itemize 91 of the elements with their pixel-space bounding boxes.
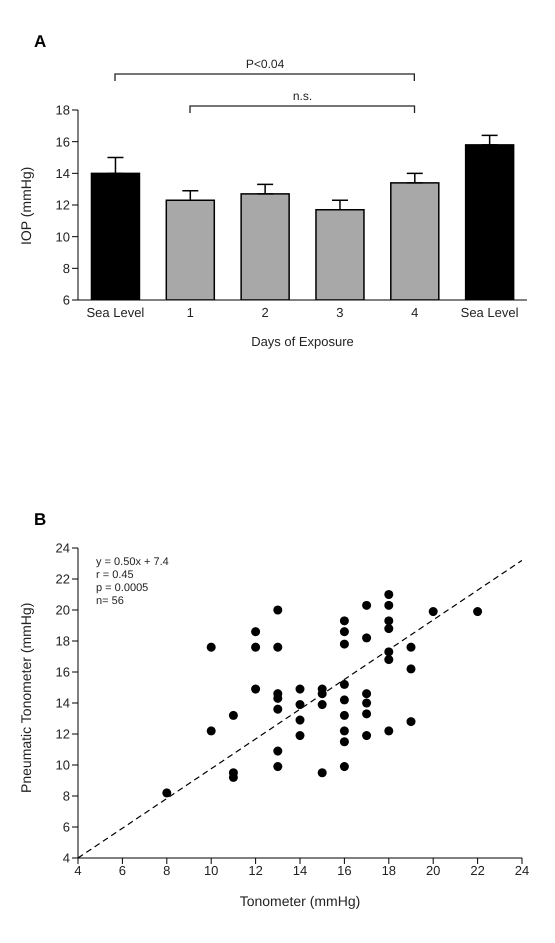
y-axis-title: IOP (mmHg): [18, 166, 34, 245]
point: [428, 607, 438, 616]
y-tick-label: 10: [56, 229, 70, 244]
y-tick-label: 6: [62, 820, 70, 835]
point: [251, 684, 260, 694]
point: [273, 642, 282, 652]
y-tick-label: 12: [56, 198, 70, 213]
point: [318, 768, 327, 778]
y-tick-label: 18: [56, 102, 70, 118]
x-tick-label: 3: [336, 305, 344, 320]
x-axis-title: Tonometer (mmHg): [240, 893, 360, 909]
y-tick-label: 20: [56, 602, 70, 618]
point: [362, 709, 372, 718]
y-tick-label: 24: [56, 540, 70, 556]
text: n.s.: [292, 89, 314, 103]
point: [362, 633, 372, 642]
point: [251, 627, 260, 636]
y-tick-label: 16: [56, 134, 70, 150]
point: [384, 655, 394, 664]
annotation: y = 0.50x + 7.4: [96, 556, 169, 569]
point: [384, 616, 394, 626]
x-tick-label: 4: [411, 305, 418, 320]
point: [406, 642, 416, 652]
point: [340, 616, 349, 626]
x-tick-label: 8: [163, 863, 170, 878]
point: [384, 726, 394, 736]
annotation: n= 56: [96, 595, 125, 608]
point: [318, 700, 327, 710]
point: [473, 607, 482, 616]
y-tick-label: 14: [56, 696, 70, 711]
point: [340, 680, 349, 689]
point: [406, 717, 416, 726]
x-tick-label: 2: [261, 305, 269, 320]
x-tick-label: 10: [204, 863, 218, 878]
point: [362, 689, 372, 698]
point: [340, 640, 349, 649]
point: [384, 590, 394, 600]
point: [295, 731, 305, 740]
x-tick-label: Sea Level: [86, 305, 144, 320]
point: [406, 664, 416, 674]
point: [273, 762, 282, 772]
chart-title: A: [34, 32, 46, 51]
y-tick-label: 22: [56, 572, 70, 587]
x-tick-label: Sea Level: [460, 305, 519, 320]
y-tick-label: 14: [56, 166, 70, 181]
x-tick-label: 4: [74, 863, 82, 878]
point: [362, 731, 372, 740]
x-tick-label: 6: [118, 863, 126, 878]
annotation: r = 0.45: [96, 569, 135, 582]
point: [273, 746, 282, 756]
point: [340, 762, 349, 772]
annotation: p = 0.0005: [96, 582, 150, 595]
point: [362, 698, 372, 708]
x-tick-label: 16: [337, 863, 352, 878]
y-tick-label: 12: [56, 726, 70, 742]
y-tick-label: 16: [56, 664, 70, 680]
point: [295, 716, 305, 725]
point: [251, 642, 260, 652]
point: [228, 710, 238, 720]
point: [362, 600, 372, 610]
point: [295, 700, 305, 710]
point: [295, 684, 305, 694]
point: [384, 624, 394, 634]
y-tick-label: 6: [62, 292, 70, 308]
x-tick-label: 22: [470, 863, 485, 878]
point: [273, 605, 282, 615]
y-tick-label: 4: [62, 850, 70, 866]
point: [162, 788, 172, 798]
x-tick-label: 1: [186, 305, 194, 320]
x-tick-label: 14: [292, 863, 308, 878]
chart-title: B: [33, 510, 48, 531]
x-axis-title: Days of Exposure: [251, 334, 354, 349]
point: [340, 695, 349, 704]
x-tick-label: 24: [514, 863, 530, 878]
y-tick-label: 8: [62, 260, 70, 276]
y-tick-label: 18: [56, 634, 70, 649]
point: [340, 737, 349, 746]
y-axis-title: Pneumatic Tonometer (mmHg): [18, 602, 34, 793]
x-tick-label: 12: [248, 863, 263, 878]
x-tick-label: 18: [382, 863, 396, 878]
point: [340, 726, 349, 736]
point: [206, 642, 216, 652]
point: [273, 704, 282, 714]
point: [340, 627, 349, 636]
x-tick-label: 20: [426, 863, 440, 878]
y-tick-label: 10: [56, 758, 70, 773]
point: [384, 600, 394, 610]
point: [206, 726, 216, 736]
text: P<0.04: [244, 57, 286, 71]
y-tick-label: 8: [62, 788, 70, 804]
point: [340, 710, 349, 720]
